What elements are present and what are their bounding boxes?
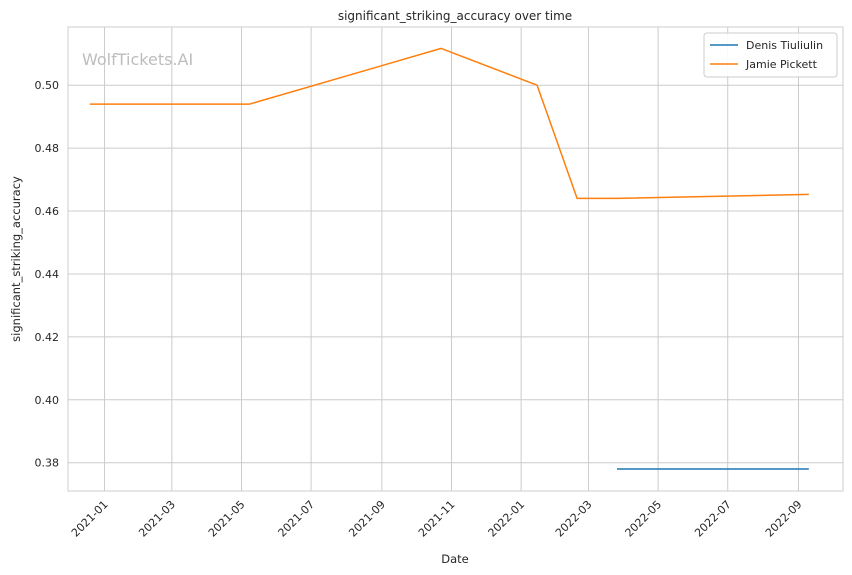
plot-area-frame: [67, 26, 844, 492]
y-tick-label: 0.42: [35, 331, 60, 344]
legend-box: [703, 32, 838, 78]
grid-lines: [68, 27, 843, 491]
series-line-jamie-pickett: [89, 47, 809, 200]
watermark: WolfTickets.AI: [82, 50, 193, 69]
y-tick-labels: 0.38 0.40 0.42 0.44 0.46 0.48 0.50: [35, 79, 60, 469]
chart-title: significant_striking_accuracy over time: [338, 9, 572, 23]
y-tick-label: 0.50: [35, 79, 60, 92]
legend-label-jamie-pickett: Jamie Pickett: [745, 58, 818, 71]
y-tick-label: 0.38: [35, 457, 60, 470]
y-tick-label: 0.46: [35, 205, 60, 218]
y-tick-label: 0.48: [35, 142, 60, 155]
legend: Denis Tiuliulin Jamie Pickett: [703, 32, 838, 78]
y-tick-label: 0.44: [35, 268, 60, 281]
y-axis-title: significant_striking_accuracy: [9, 176, 23, 342]
legend-label-denis-tiuliulin: Denis Tiuliulin: [746, 39, 823, 52]
y-tick-label: 0.40: [35, 394, 60, 407]
x-axis-title: Date: [441, 552, 469, 566]
series-lines: [89, 47, 809, 470]
